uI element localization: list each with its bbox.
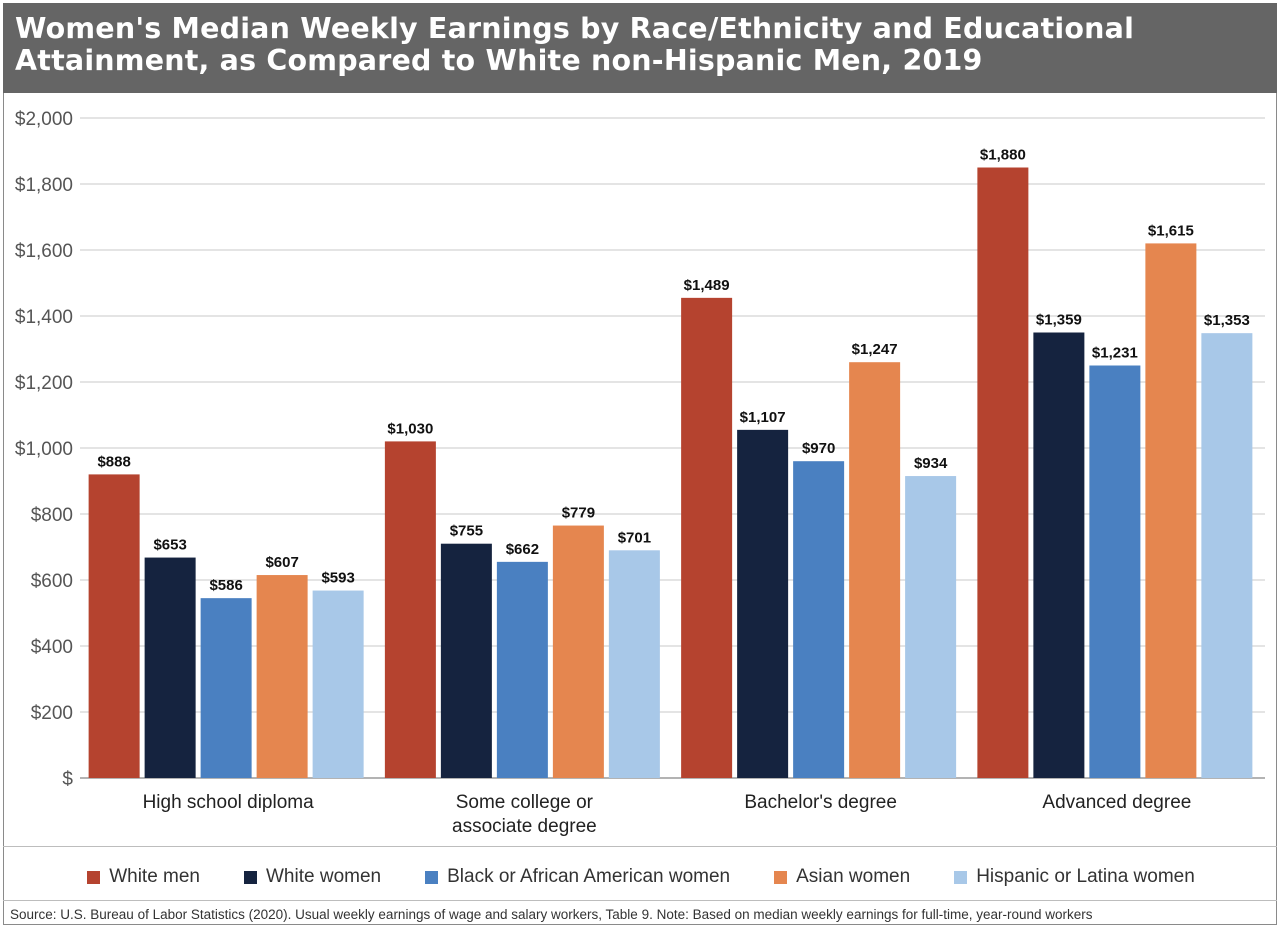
data-label: $888 [97,453,130,470]
data-label: $1,353 [1204,312,1250,329]
y-tick-label: $1,400 [15,307,73,328]
legend-item: Black or African American women [425,866,730,888]
data-label: $1,247 [852,341,898,358]
bar [681,297,733,778]
bar [737,429,789,778]
legend-label: White women [266,866,382,887]
bar [849,362,901,778]
legend-item: Asian women [774,866,910,888]
x-tick-label: Advanced degree [1042,792,1191,813]
data-label: $1,880 [980,147,1026,164]
chart-title-line-1: Women's Median Weekly Earnings by Race/E… [15,12,1135,45]
legend-label: White men [109,866,200,887]
data-label: $934 [914,455,948,472]
y-tick-label: $2,000 [15,109,73,130]
legend-swatch [87,870,101,884]
data-label: $701 [618,529,651,546]
legend-swatch [425,870,439,884]
legend-swatch [774,870,788,884]
x-tick-label: Bachelor's degree [744,792,897,813]
legend-label: Asian women [796,866,911,887]
y-tick-label: $200 [31,703,73,724]
bar [552,525,604,778]
bar [384,441,436,778]
data-label: $1,231 [1092,345,1138,362]
bar [200,598,252,778]
y-tick-label: $1,200 [15,373,73,394]
data-label: $755 [450,523,483,540]
data-label: $1,030 [387,420,433,437]
bar [88,474,140,778]
data-label: $662 [506,541,539,558]
legend-label: Black or African American women [447,866,731,887]
data-label: $970 [802,440,835,457]
y-tick-label: $ [62,769,73,790]
chart-title-line-2: Attainment, as Compared to White non-His… [15,44,983,77]
bar [793,461,845,778]
bar [905,476,957,778]
bar [1201,333,1253,778]
x-tick-label: High school diploma [143,792,315,813]
bar [144,557,196,778]
data-label: $1,359 [1036,312,1082,329]
source-note: Source: U.S. Bureau of Labor Statistics … [10,907,1093,922]
data-label: $653 [153,537,186,554]
legend-label: Hispanic or Latina women [976,866,1195,887]
data-label: $1,489 [684,277,730,294]
data-label: $779 [562,505,595,522]
bar [312,590,364,778]
y-tick-label: $800 [31,505,73,526]
y-tick-label: $600 [31,571,73,592]
bar [1033,332,1085,778]
bar [977,167,1029,778]
data-label: $586 [209,577,242,594]
bar [440,543,492,778]
data-label: $593 [321,570,354,587]
chart-header: Women's Median Weekly Earnings by Race/E… [3,3,1277,93]
bar [256,575,308,778]
legend-item: Hispanic or Latina women [954,866,1195,888]
chart-legend: White men White women Black or African Ame… [0,860,1282,894]
source-divider [3,900,1277,901]
bar [496,561,548,778]
bar [1145,243,1197,778]
bar [1089,365,1141,778]
y-tick-label: $1,600 [15,241,73,262]
y-tick-label: $1,800 [15,175,73,196]
data-label: $1,107 [740,409,786,426]
legend-item: White men [87,866,200,888]
bar-chart: $ $200 $400 $600 $800 $1,000 $1,200 $1,400 $1,60… [15,109,1265,837]
x-tick-label: associate degree [452,816,597,837]
data-label: $607 [265,554,298,571]
legend-swatch [244,870,257,884]
legend-swatch [954,870,968,884]
y-tick-label: $1,000 [15,439,73,460]
x-tick-label: Some college or [456,792,594,813]
y-tick-label: $400 [31,637,73,658]
legend-divider-top [3,846,1277,847]
legend-item: White women [244,866,381,888]
bar [608,550,660,778]
data-label: $1,615 [1148,222,1194,239]
